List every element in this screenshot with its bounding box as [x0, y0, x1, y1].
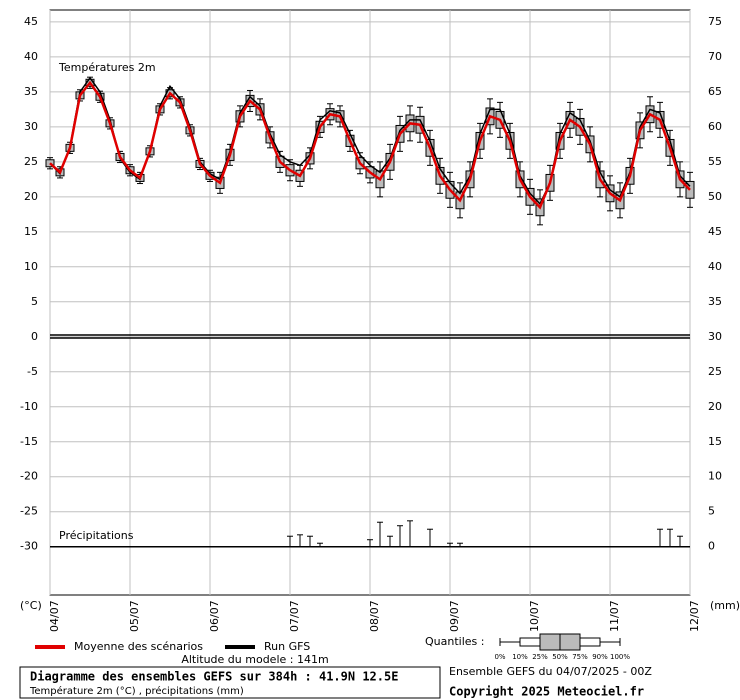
quantile-legend-label: Quantiles :: [425, 635, 484, 648]
x-tick-label: 11/07: [608, 600, 621, 632]
copyright: Copyright 2025 Meteociel.fr: [449, 685, 644, 699]
x-tick-label: 12/07: [688, 600, 701, 632]
quantile-level: 100%: [610, 653, 630, 661]
y2-axis-label: (mm): [710, 599, 740, 612]
y-tick-label: 15: [24, 225, 38, 238]
quantile-level: 75%: [572, 653, 588, 661]
chart-title: Diagramme des ensembles GEFS sur 384h : …: [30, 670, 398, 684]
y2-tick-label: 15: [708, 435, 722, 448]
y-tick-label: -20: [20, 470, 38, 483]
y2-tick-label: 35: [708, 295, 722, 308]
y-tick-label: 10: [24, 260, 38, 273]
x-tick-label: 04/07: [48, 600, 61, 632]
grid: [49, 10, 691, 595]
x-tick-label: 07/07: [288, 600, 301, 632]
y2-tick-label: 55: [708, 155, 722, 168]
precip-label: Précipitations: [59, 529, 134, 542]
x-tick-label: 06/07: [208, 600, 221, 632]
y-tick-label: -5: [27, 365, 38, 378]
run-info: Ensemble GEFS du 04/07/2025 - 00Z: [449, 665, 652, 678]
y-tick-label: -15: [20, 435, 38, 448]
y2-tick-label: 60: [708, 120, 722, 133]
altitude: Altitude du modele : 141m: [181, 653, 328, 666]
y2-tick-label: 40: [708, 260, 722, 273]
y2-tick-label: 20: [708, 400, 722, 413]
quantile-glyph: [499, 633, 621, 651]
y-tick-label: 5: [31, 295, 38, 308]
x-tick-label: 08/07: [368, 600, 381, 632]
y-tick-label: 45: [24, 15, 38, 28]
quantile-level: 90%: [592, 653, 608, 661]
x-tick-label: 09/07: [448, 600, 461, 632]
y2-tick-label: 30: [708, 330, 722, 343]
x-tick-label: 10/07: [528, 600, 541, 632]
y-tick-label: -10: [20, 400, 38, 413]
y2-tick-label: 45: [708, 225, 722, 238]
y-tick-label: 35: [24, 85, 38, 98]
y-tick-label: 25: [24, 155, 38, 168]
y-tick-label: -25: [20, 505, 38, 518]
quantile-level: 10%: [512, 653, 528, 661]
y2-tick-label: 25: [708, 365, 722, 378]
quantile-level: 50%: [552, 653, 568, 661]
chart-subtitle: Température 2m (°C) , précipitations (mm…: [29, 685, 244, 697]
legend-label: Run GFS: [264, 640, 310, 653]
y-axis-label: (°C): [20, 599, 42, 612]
y-tick-label: 30: [24, 120, 38, 133]
temp-label: Températures 2m: [58, 61, 156, 74]
y2-tick-label: 50: [708, 190, 722, 203]
quantile-level: 0%: [494, 653, 505, 661]
x-tick-label: 05/07: [128, 600, 141, 632]
legend-label: Moyenne des scénarios: [74, 640, 203, 653]
quantile-levels: 0% 10% 25% 50% 75% 90% 100%: [494, 653, 630, 661]
y-tick-label: 0: [31, 330, 38, 343]
y2-tick-label: 70: [708, 50, 722, 63]
y2-tick-label: 0: [708, 540, 715, 553]
y2-tick-label: 10: [708, 470, 722, 483]
quantile-level: 25%: [532, 653, 548, 661]
y-tick-label: 40: [24, 50, 38, 63]
y-tick-label: -30: [20, 540, 38, 553]
y2-tick-label: 5: [708, 505, 715, 518]
y2-tick-label: 75: [708, 15, 722, 28]
y2-tick-label: 65: [708, 85, 722, 98]
series-line: [49, 80, 691, 210]
y-tick-label: 20: [24, 190, 38, 203]
title-box: [19, 666, 441, 699]
